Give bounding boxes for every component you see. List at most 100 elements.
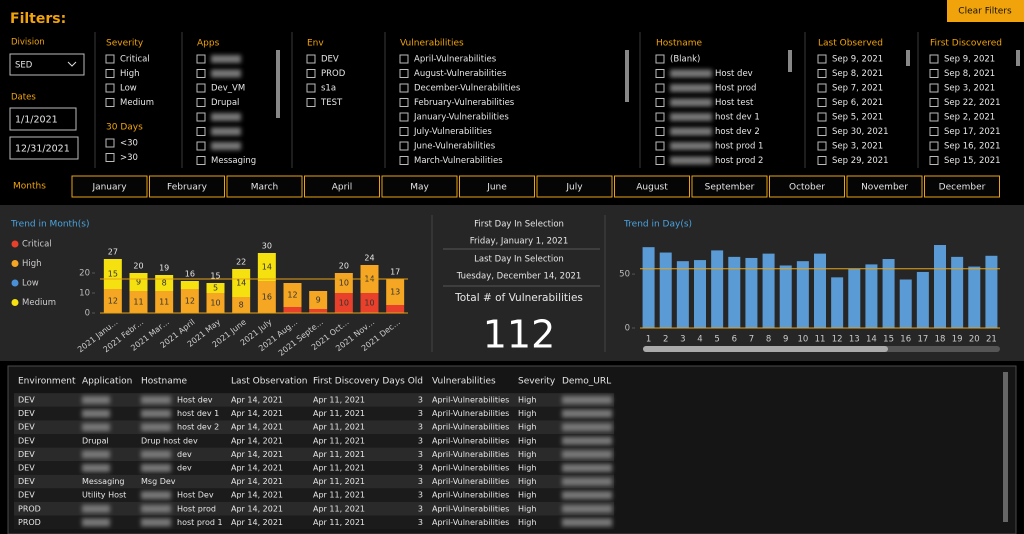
division-value[interactable]: SED [15,61,33,71]
checkbox[interactable] [105,69,115,78]
slicer-item[interactable]: Sep 6, 2021 [832,98,883,108]
slicer-item[interactable]: February-Vulnerabilities [414,98,515,108]
checkbox[interactable] [655,83,665,93]
slicer-item[interactable]: Host prod [715,84,756,94]
month-button[interactable] [459,175,535,198]
checkbox[interactable] [105,138,115,148]
checkbox[interactable] [105,98,115,107]
month-button[interactable] [71,175,148,198]
checkbox[interactable] [817,127,827,136]
slicer-item[interactable]: s1a [321,84,336,94]
slicer-item[interactable]: Messaging [211,156,256,166]
checkbox[interactable] [306,54,316,64]
checkbox[interactable] [306,69,316,78]
slicer-item[interactable]: Drupal [211,98,239,108]
checkbox[interactable] [929,156,939,165]
scrollbar[interactable] [788,50,792,72]
month-label[interactable]: September [705,183,755,193]
slicer-item[interactable]: (Blank) [670,55,700,65]
scrollbar[interactable] [625,50,629,102]
slicer-item[interactable]: Dev_VM [211,84,245,94]
slicer-item[interactable]: Low [120,84,137,94]
scrollbar[interactable] [1016,50,1020,66]
table-scrollbar[interactable] [1003,372,1008,522]
slicer-item[interactable]: host dev 1 [715,113,760,123]
month-button[interactable] [691,175,768,198]
slicer-item[interactable]: March-Vulnerabilities [414,156,503,166]
slicer-item[interactable]: Sep 15, 2021 [944,156,1001,166]
clear-filters-label[interactable]: Clear Filters [958,7,1012,17]
slicer-item[interactable]: Host test [715,98,754,108]
month-label[interactable]: April [332,183,353,193]
month-button[interactable] [924,175,1000,198]
slicer-item[interactable]: Sep 5, 2021 [832,113,883,123]
month-label[interactable]: March [251,183,278,193]
checkbox[interactable] [196,156,206,165]
checkbox[interactable] [929,54,939,64]
checkbox[interactable] [655,54,665,64]
checkbox[interactable] [399,112,409,122]
month-label[interactable]: October [789,183,825,193]
checkbox[interactable] [929,98,939,107]
slicer-item[interactable]: April-Vulnerabilities [414,55,497,65]
slicer-item[interactable]: TEST [320,98,343,108]
checkbox[interactable] [817,69,827,78]
checkbox[interactable] [399,69,409,78]
slicer-item[interactable]: Sep 3, 2021 [832,142,883,152]
checkbox[interactable] [105,83,115,93]
scrollbar-thumb[interactable] [643,346,888,352]
checkbox[interactable] [817,156,827,165]
month-label[interactable]: June [486,183,507,193]
clear-filters-button[interactable] [947,0,1024,22]
slicer-item[interactable]: June-Vulnerabilities [413,142,496,152]
checkbox[interactable] [306,98,316,107]
month-button[interactable] [536,175,613,198]
checkbox[interactable] [655,127,665,136]
checkbox[interactable] [655,112,665,122]
slicer-item[interactable]: High [120,69,140,79]
slicer-item[interactable]: <30 [120,139,138,149]
checkbox[interactable] [105,153,115,162]
slicer-item[interactable]: Sep 22, 2021 [944,98,1001,108]
checkbox[interactable] [196,127,206,136]
slicer-item[interactable]: PROD [321,69,346,79]
checkbox[interactable] [399,98,409,107]
month-button[interactable] [769,175,845,198]
slicer-item[interactable]: Sep 7, 2021 [832,84,883,94]
end-date-input[interactable] [9,136,79,160]
start-date[interactable]: 1/1/2021 [15,115,58,126]
slicer-item[interactable]: Sep 2, 2021 [944,113,995,123]
scrollbar[interactable] [276,50,280,118]
slicer-item[interactable]: August-Vulnerabilities [414,69,507,79]
slicer-item[interactable]: Sep 17, 2021 [944,127,1001,137]
checkbox[interactable] [929,127,939,136]
month-label[interactable]: November [861,183,908,193]
checkbox[interactable] [655,141,665,151]
month-label[interactable]: January [91,183,127,193]
checkbox[interactable] [399,83,409,93]
checkbox[interactable] [196,83,206,93]
checkbox[interactable] [929,83,939,93]
month-label[interactable]: July [565,183,583,193]
checkbox[interactable] [817,83,827,93]
checkbox[interactable] [817,54,827,64]
slicer-item[interactable]: Sep 3, 2021 [944,84,995,94]
month-button[interactable] [149,175,225,198]
slicer-item[interactable]: Sep 30, 2021 [832,127,889,137]
checkbox[interactable] [399,156,409,165]
slicer-item[interactable]: Sep 16, 2021 [944,142,1001,152]
start-date-input[interactable] [9,107,77,131]
month-button[interactable] [614,175,690,198]
checkbox[interactable] [105,54,115,64]
checkbox[interactable] [929,69,939,78]
checkbox[interactable] [655,69,665,78]
month-button[interactable] [381,175,458,198]
checkbox[interactable] [929,141,939,151]
slicer-item[interactable]: Host dev [715,69,753,79]
checkbox[interactable] [655,98,665,107]
table-row[interactable] [14,474,614,489]
checkbox[interactable] [306,83,316,93]
slicer-item[interactable]: >30 [120,153,138,163]
division-select[interactable] [9,53,85,76]
slicer-item[interactable]: January-Vulnerabilities [413,113,509,123]
